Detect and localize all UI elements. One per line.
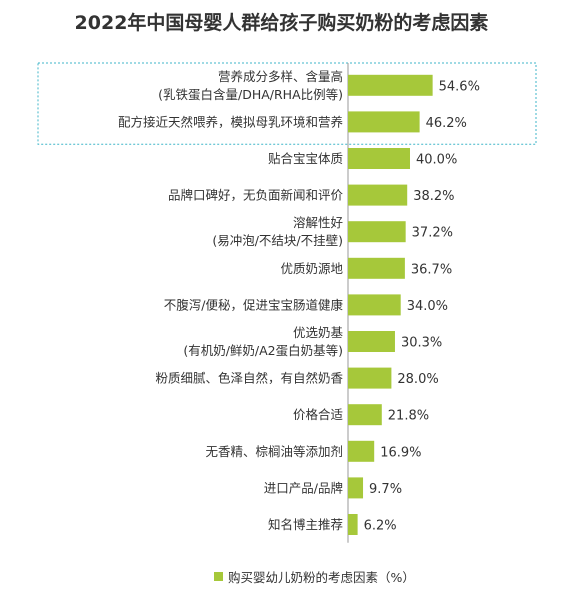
data-label: 36.7% xyxy=(411,262,452,277)
bar xyxy=(348,221,406,243)
bar xyxy=(348,404,382,426)
category-label: 不腹泻/便秘，促进宝宝肠道健康 xyxy=(164,297,344,312)
category-label: (易冲泡/不结块/不挂壁) xyxy=(212,233,343,248)
category-label: 价格合适 xyxy=(293,407,343,422)
bar xyxy=(348,184,408,206)
data-label: 38.2% xyxy=(413,189,454,204)
data-label: 28.0% xyxy=(397,372,438,387)
category-label: 配方接近天然喂养，模拟母乳环境和营养 xyxy=(118,114,343,129)
data-label: 16.9% xyxy=(380,445,421,460)
category-label: 贴合宝宝体质 xyxy=(268,151,343,166)
data-label: 40.0% xyxy=(416,153,457,168)
data-label: 34.0% xyxy=(407,299,448,314)
chart-title: 2022年中国母婴人群给孩子购买奶粉的考虑因素 xyxy=(74,12,489,34)
data-label: 54.6% xyxy=(439,79,480,94)
bar xyxy=(348,367,392,389)
category-label: 粉质细腻、色泽自然，有自然奶香 xyxy=(155,371,343,386)
data-label: 46.2% xyxy=(426,116,467,131)
category-label: 无香精、棕榈油等添加剂 xyxy=(205,444,343,459)
category-label: (有机奶/鲜奶/A2蛋白奶基等) xyxy=(183,343,343,358)
category-label: 优选奶基 xyxy=(293,325,344,340)
data-label: 30.3% xyxy=(401,336,442,351)
bar xyxy=(348,331,395,352)
bar xyxy=(348,514,358,535)
data-label: 9.7% xyxy=(369,482,402,497)
bar xyxy=(348,440,375,462)
bar xyxy=(348,111,420,133)
bar xyxy=(348,257,405,279)
category-label: 溶解性好 xyxy=(293,215,343,230)
highlight-box xyxy=(37,62,537,145)
category-label: 品牌口碑好，无负面新闻和评价 xyxy=(168,188,344,203)
bar xyxy=(348,74,433,96)
legend: 购买婴幼儿奶粉的考虑因素（%） xyxy=(214,567,415,586)
bar xyxy=(348,148,410,169)
data-label: 37.2% xyxy=(412,226,453,241)
bar xyxy=(348,294,401,316)
data-label: 21.8% xyxy=(388,409,429,424)
data-label: 6.2% xyxy=(364,519,397,534)
category-label: 知名博主推荐 xyxy=(268,517,343,532)
legend-swatch xyxy=(214,572,223,581)
category-label: (乳铁蛋白含量/DHA/RHA比例等) xyxy=(158,87,343,102)
bar xyxy=(348,477,364,499)
category-label: 进口产品/品牌 xyxy=(264,480,343,495)
category-label: 营养成分多样、含量高 xyxy=(218,69,343,84)
legend-label: 购买婴幼儿奶粉的考虑因素（%） xyxy=(228,570,415,585)
category-label: 优质奶源地 xyxy=(280,261,343,276)
